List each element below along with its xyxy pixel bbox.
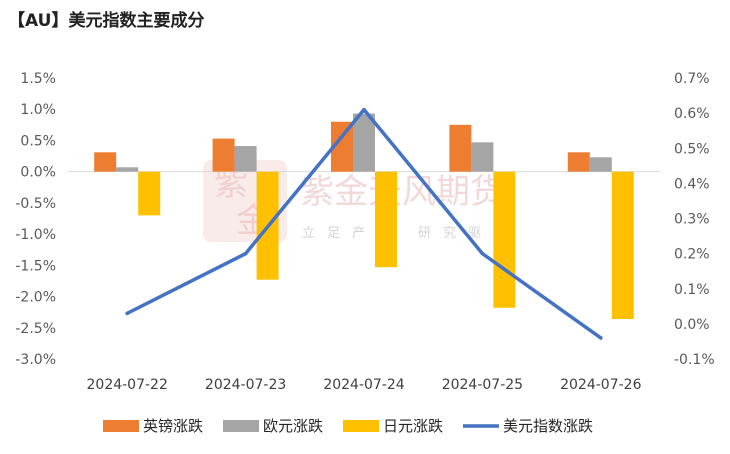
legend-item: 英镑涨跌 [103, 417, 203, 435]
legend-item: 日元涨跌 [343, 417, 443, 435]
left-tick-label: -1.0% [15, 227, 56, 243]
bar [471, 142, 494, 172]
watermark-slogan: 立足产业 研究驱动 [302, 226, 518, 241]
bars [94, 113, 634, 320]
legend-item: 美元指数涨跌 [463, 417, 593, 435]
legend-swatch [223, 420, 259, 432]
bar [567, 152, 590, 172]
left-tick-label: 0.5% [20, 133, 56, 149]
x-tick-label: 2024-07-22 [87, 377, 168, 393]
line-point [243, 251, 248, 256]
line-point [480, 251, 485, 256]
x-tick-label: 2024-07-24 [323, 377, 404, 393]
right-tick-label: 0.6% [674, 106, 710, 122]
bar [331, 121, 353, 172]
legend-swatch [103, 420, 139, 432]
x-axis: 2024-07-22 2024-07-23 2024-07-24 2024-07-25… [87, 377, 642, 393]
legend-label: 英镑涨跌 [143, 417, 203, 435]
left-tick-label: 1.5% [20, 71, 56, 87]
right-tick-label: 0.3% [674, 212, 710, 228]
right-tick-label: 0.7% [674, 71, 710, 87]
x-tick-label: 2024-07-25 [442, 377, 523, 393]
right-axis: 0.7% 0.6% 0.5% 0.4% 0.3% 0.2% 0.1% 0.0% -0.1% [674, 71, 715, 368]
bar [94, 152, 117, 172]
line-series [125, 107, 603, 340]
legend-label: 美元指数涨跌 [503, 417, 593, 435]
left-tick-label: -0.5% [15, 196, 56, 212]
legend-swatch [343, 420, 379, 432]
legend-label: 欧元涨跌 [263, 417, 323, 435]
left-tick-label: -1.5% [15, 258, 56, 274]
line-point [125, 311, 129, 316]
chart-title: 【AU】美元指数主要成分 [8, 11, 205, 31]
bar [234, 146, 257, 172]
legend-label: 日元涨跌 [383, 417, 443, 435]
right-tick-label: 0.0% [674, 317, 710, 333]
left-tick-label: -3.0% [15, 352, 56, 368]
bar [589, 157, 612, 172]
bar [138, 171, 161, 216]
bar [116, 167, 139, 172]
left-tick-label: 0.0% [20, 165, 56, 181]
x-tick-label: 2024-07-26 [560, 377, 641, 393]
legend: 英镑涨跌 欧元涨跌 日元涨跌 美元指数涨跌 [103, 417, 593, 435]
bar [449, 124, 472, 172]
left-axis: 1.5% 1.0% 0.5% 0.0% -0.5% -1.0% -1.5% -2.0% -2.5… [15, 71, 56, 368]
right-tick-label: 0.5% [674, 141, 710, 157]
watermark-name: 紫金天风期货 [300, 172, 504, 212]
right-tick-label: 0.1% [674, 282, 710, 298]
bar [353, 113, 375, 172]
right-tick-label: 0.2% [674, 247, 710, 263]
bar [375, 171, 397, 268]
right-tick-label: -0.1% [674, 352, 715, 368]
bar [611, 171, 634, 320]
x-tick-label: 2024-07-23 [205, 377, 286, 393]
bar [212, 138, 235, 172]
left-tick-label: -2.5% [15, 321, 56, 337]
right-tick-label: 0.4% [674, 176, 710, 192]
legend-item: 欧元涨跌 [223, 417, 323, 435]
line-point [362, 107, 366, 112]
left-tick-label: 1.0% [20, 102, 56, 118]
left-tick-label: -2.0% [15, 290, 56, 306]
bar [493, 171, 516, 308]
line-point [599, 336, 603, 340]
